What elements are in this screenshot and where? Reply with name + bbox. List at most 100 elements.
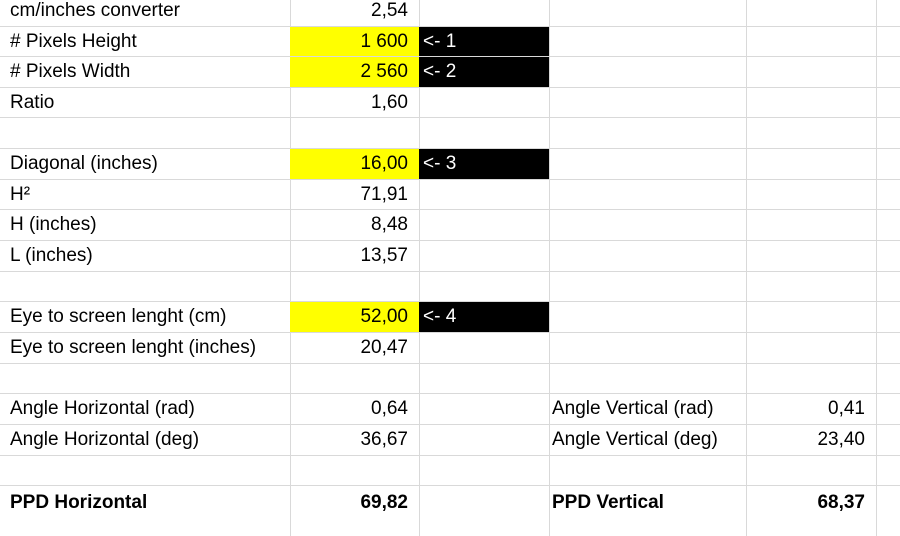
cell-a[interactable]: PPD Horizontal	[10, 492, 148, 513]
cell-d[interactable]	[549, 118, 746, 148]
cell-b[interactable]: 1,60	[371, 92, 408, 113]
cell-e[interactable]: 0,41	[828, 398, 865, 419]
cell-d[interactable]	[549, 57, 746, 87]
cell-d[interactable]	[549, 180, 746, 209]
cell-c[interactable]	[419, 486, 549, 536]
cell-d[interactable]: Angle Vertical (rad)	[552, 398, 714, 419]
cell-c[interactable]: <- 3	[419, 149, 549, 179]
cell-e[interactable]	[746, 210, 876, 240]
cell-a[interactable]: Eye to screen lenght (inches)	[10, 337, 257, 358]
cell-c[interactable]	[419, 180, 549, 209]
cell-d[interactable]	[549, 333, 746, 363]
cell-e[interactable]: 23,40	[817, 429, 865, 450]
table-row	[0, 456, 900, 486]
cell-c[interactable]	[419, 456, 549, 485]
cell-d[interactable]	[549, 272, 746, 301]
cell-a[interactable]: Angle Horizontal (rad)	[10, 398, 195, 419]
cell-b[interactable]	[290, 364, 419, 393]
table-row: PPD Horizontal 69,82 PPD Vertical 68,37	[0, 486, 900, 536]
cell-c[interactable]	[419, 425, 549, 455]
cell-b[interactable]: 52,00	[290, 302, 419, 332]
cell-b[interactable]: 20,47	[360, 337, 408, 358]
cell-e[interactable]	[746, 364, 876, 393]
cell-a[interactable]	[0, 364, 290, 393]
cell-e[interactable]	[746, 149, 876, 179]
cell-a[interactable]: cm/inches converter	[10, 0, 181, 21]
cell-a[interactable]: L (inches)	[10, 245, 93, 266]
cell-d[interactable]	[549, 88, 746, 117]
cell-b[interactable]: 2,54	[371, 0, 408, 21]
cell-c[interactable]	[419, 241, 549, 271]
cell-a[interactable]: Angle Horizontal (deg)	[10, 429, 200, 450]
cell-a[interactable]: Eye to screen lenght (cm)	[10, 306, 227, 327]
table-row: Ratio 1,60	[0, 88, 900, 118]
cell-c[interactable]: <- 2	[419, 57, 549, 87]
table-row: H (inches) 8,48	[0, 210, 900, 241]
column-divider	[290, 0, 291, 536]
cell-b[interactable]: 36,67	[360, 429, 408, 450]
cell-c[interactable]	[419, 118, 549, 148]
cell-b[interactable]: 69,82	[360, 492, 408, 513]
cell-a[interactable]: # Pixels Width	[10, 61, 131, 82]
cell-e[interactable]	[746, 241, 876, 271]
cell-b[interactable]: 8,48	[371, 214, 408, 235]
cell-e[interactable]	[746, 180, 876, 209]
table-row	[0, 118, 900, 149]
cell-c[interactable]	[419, 210, 549, 240]
cell-a[interactable]	[0, 272, 290, 301]
cell-d[interactable]	[549, 364, 746, 393]
table-row	[0, 272, 900, 302]
cell-d[interactable]	[549, 210, 746, 240]
column-divider	[549, 0, 550, 536]
cell-b[interactable]	[290, 272, 419, 301]
cell-e[interactable]	[746, 0, 876, 26]
table-row: Angle Horizontal (deg) 36,67 Angle Vertica…	[0, 425, 900, 456]
cell-d[interactable]: PPD Vertical	[552, 492, 664, 513]
cell-c[interactable]	[419, 0, 549, 26]
cell-a[interactable]	[0, 456, 290, 485]
cell-e[interactable]	[746, 118, 876, 148]
cell-d[interactable]	[549, 27, 746, 56]
cell-e[interactable]	[746, 272, 876, 301]
cell-a[interactable]: Ratio	[10, 92, 55, 113]
cell-e[interactable]	[746, 57, 876, 87]
cell-c[interactable]	[419, 333, 549, 363]
cell-b[interactable]: 2 560	[290, 57, 419, 87]
cell-e[interactable]	[746, 88, 876, 117]
cell-a[interactable]: H (inches)	[10, 214, 97, 235]
table-row: # Pixels Width 2 560 <- 2	[0, 57, 900, 88]
cell-c[interactable]	[419, 364, 549, 393]
cell-c[interactable]	[419, 272, 549, 301]
column-divider	[876, 0, 877, 536]
cell-e[interactable]: 68,37	[817, 492, 865, 513]
cell-a[interactable]: Diagonal (inches)	[10, 153, 158, 174]
cell-a[interactable]: # Pixels Height	[10, 31, 137, 52]
table-row: Angle Horizontal (rad) 0,64 Angle Vertical…	[0, 394, 900, 425]
cell-c[interactable]	[419, 394, 549, 424]
table-row	[0, 364, 900, 394]
cell-b[interactable]: 16,00	[290, 149, 419, 179]
cell-d[interactable]	[549, 241, 746, 271]
cell-c[interactable]	[419, 88, 549, 117]
cell-d[interactable]: Angle Vertical (deg)	[552, 429, 718, 450]
cell-b[interactable]: 0,64	[371, 398, 408, 419]
cell-d[interactable]	[549, 302, 746, 332]
cell-e[interactable]	[746, 333, 876, 363]
cell-b[interactable]	[290, 456, 419, 485]
cell-c[interactable]: <- 4	[419, 302, 549, 332]
cell-d[interactable]	[549, 456, 746, 485]
cell-a[interactable]: H²	[10, 184, 31, 205]
cell-b[interactable]: 71,91	[360, 184, 408, 205]
cell-d[interactable]	[549, 0, 746, 26]
column-divider	[419, 0, 420, 536]
cell-b[interactable]	[290, 118, 419, 148]
cell-b[interactable]: 1 600	[290, 27, 419, 56]
cell-d[interactable]	[549, 149, 746, 179]
cell-e[interactable]	[746, 302, 876, 332]
cell-a[interactable]	[0, 118, 290, 148]
cell-e[interactable]	[746, 27, 876, 56]
cell-c[interactable]: <- 1	[419, 27, 549, 56]
column-divider	[746, 0, 747, 536]
cell-e[interactable]	[746, 456, 876, 485]
cell-b[interactable]: 13,57	[360, 245, 408, 266]
